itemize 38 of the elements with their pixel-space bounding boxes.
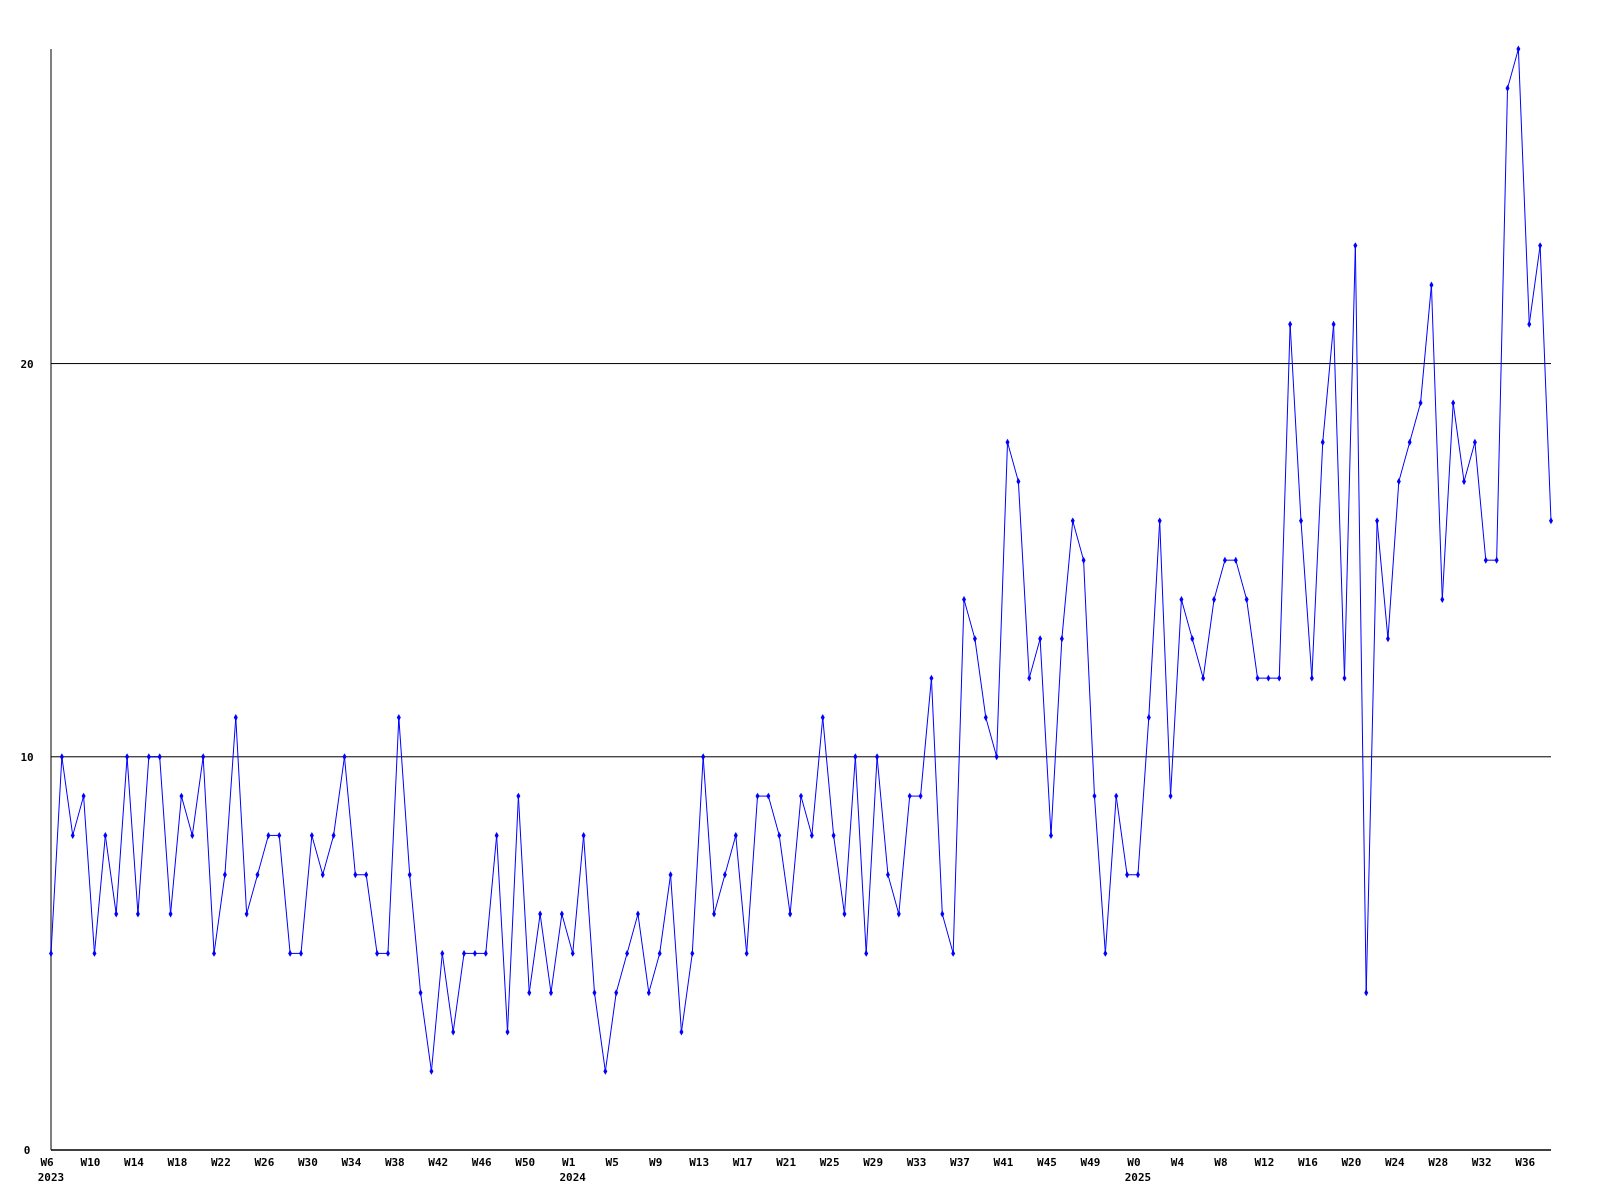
x-tick-label: W29 (863, 1156, 884, 1169)
x-tick-label: W50 (515, 1156, 536, 1169)
x-tick-label: W34 (341, 1156, 362, 1169)
x-tick-label: W4 (1170, 1156, 1185, 1169)
x-tick-label: W22 (210, 1156, 231, 1169)
x-tick-label: W8 (1214, 1156, 1228, 1169)
x-tick-label: W10 (80, 1156, 101, 1169)
x-tick-label: W37 (950, 1156, 970, 1169)
x-tick-label: W24 (1384, 1156, 1406, 1169)
x-tick-label: W18 (167, 1156, 188, 1169)
x-tick-label: W6 2023 (37, 1156, 65, 1184)
x-tick-label: W20 (1341, 1156, 1362, 1169)
x-tick-label: W1 2024 (559, 1156, 587, 1184)
x-tick-label: W26 (254, 1156, 275, 1169)
x-tick-label: W12 (1254, 1156, 1275, 1169)
x-tick-label: W0 2025 (1124, 1156, 1152, 1184)
x-tick-label: W45 (1037, 1156, 1057, 1169)
x-tick-label: W16 (1297, 1156, 1319, 1169)
x-tick-label: W28 (1428, 1156, 1449, 1169)
x-tick-label: W25 (819, 1156, 840, 1169)
x-tick-label: W38 (384, 1156, 405, 1169)
x-tick-label: W33 (906, 1156, 927, 1169)
x-tick-label: W21 (776, 1156, 797, 1169)
x-tick-label: W17 (732, 1156, 753, 1169)
x-tick-label: W30 (297, 1156, 318, 1169)
y-tick-label: 20 (20, 357, 34, 371)
x-tick-label: W13 (689, 1156, 710, 1169)
x-tick-label: W32 (1471, 1156, 1492, 1169)
x-tick-label: W49 (1080, 1156, 1101, 1169)
x-tick-label: W5 (605, 1156, 619, 1169)
x-tick-label: W41 (993, 1156, 1014, 1169)
x-tick-label: W14 (124, 1156, 145, 1169)
y-tick-label: 10 (20, 750, 34, 764)
x-tick-label: W46 (471, 1156, 493, 1169)
x-tick-label: W9 (649, 1156, 663, 1169)
x-tick-label: W36 (1515, 1156, 1536, 1169)
y-tick-label: 0 (23, 1144, 31, 1157)
x-tick-label: W42 (428, 1156, 449, 1169)
